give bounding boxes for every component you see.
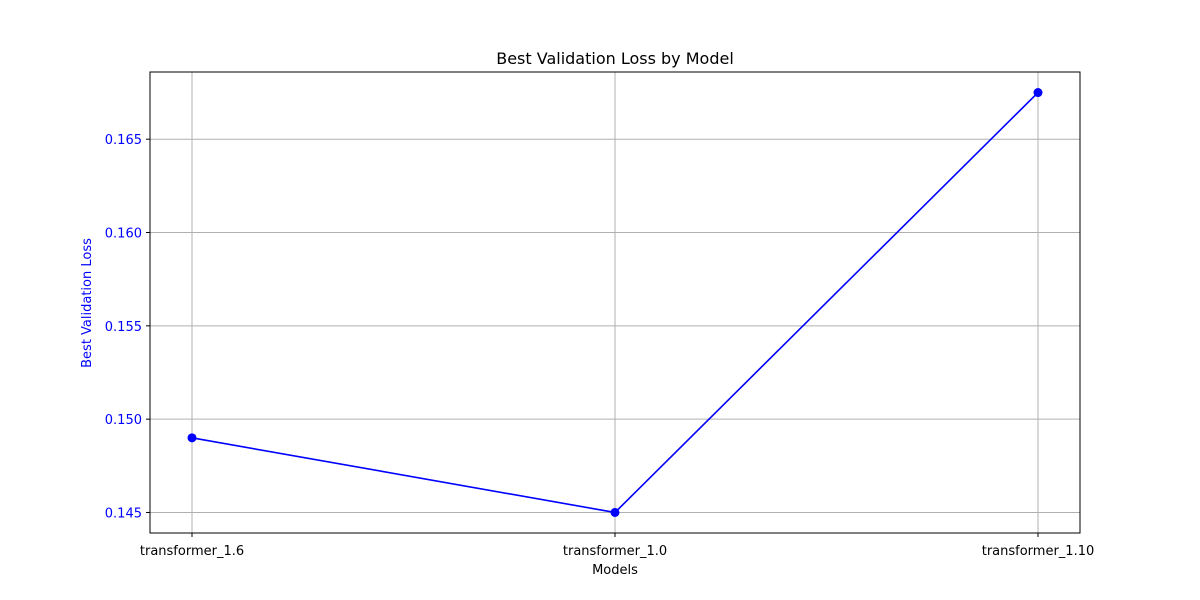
x-axis-label: Models: [592, 563, 638, 578]
y-tick-label: 0.160: [105, 227, 142, 242]
y-tick-label: 0.165: [105, 133, 142, 148]
series-layer: [187, 88, 1043, 517]
x-tick-label: transformer_1.10: [982, 544, 1095, 559]
data-point: [610, 507, 620, 517]
chart-title: Best Validation Loss by Model: [496, 49, 734, 68]
y-axis-label: Best Validation Loss: [80, 238, 95, 368]
x-tick-label: transformer_1.0: [563, 544, 667, 559]
data-point: [1033, 88, 1043, 98]
y-tick-label: 0.150: [105, 413, 142, 428]
ticks-layer: 0.145 0.150 0.155 0.160 0.165 transformer_1.6…: [105, 133, 1094, 559]
x-tick-label: transformer_1.6: [140, 544, 244, 559]
y-tick-label: 0.145: [105, 506, 142, 521]
data-point: [187, 433, 197, 443]
grid-layer: [150, 72, 1080, 533]
y-tick-label: 0.155: [105, 320, 142, 335]
